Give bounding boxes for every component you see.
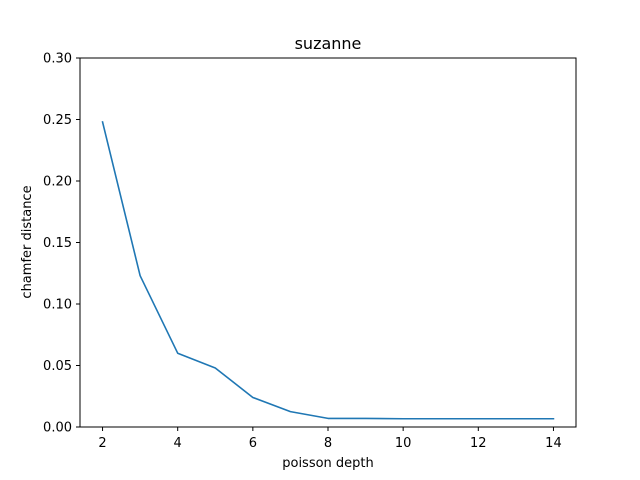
- y-tick-label: 0.25: [43, 113, 72, 128]
- x-tick-label: 14: [545, 436, 562, 451]
- y-tick-label: 0.20: [43, 175, 72, 190]
- plot-area: [101, 120, 555, 420]
- x-axis: 2 4 6 8 10 12 14: [98, 427, 562, 451]
- y-tick-label: 0.15: [43, 236, 72, 251]
- x-tick-label: 4: [174, 436, 182, 451]
- y-axis: 0.00 0.05 0.10 0.15 0.20 0.25 0.30: [43, 52, 80, 436]
- y-axis-label: chamfer distance: [20, 185, 35, 298]
- y-tick-label: 0.00: [43, 421, 72, 436]
- x-axis-label: poisson depth: [282, 456, 374, 471]
- x-tick-label: 12: [470, 436, 487, 451]
- x-tick-label: 8: [324, 436, 332, 451]
- x-tick-label: 2: [98, 436, 106, 451]
- y-tick-label: 0.30: [43, 52, 72, 67]
- series-line: [101, 120, 555, 420]
- y-tick-label: 0.05: [43, 359, 72, 374]
- chart-title: suzanne: [295, 34, 362, 53]
- x-tick-label: 10: [395, 436, 412, 451]
- axes-frame: [79, 57, 577, 428]
- y-tick-label: 0.10: [43, 298, 72, 313]
- x-tick-label: 6: [249, 436, 257, 451]
